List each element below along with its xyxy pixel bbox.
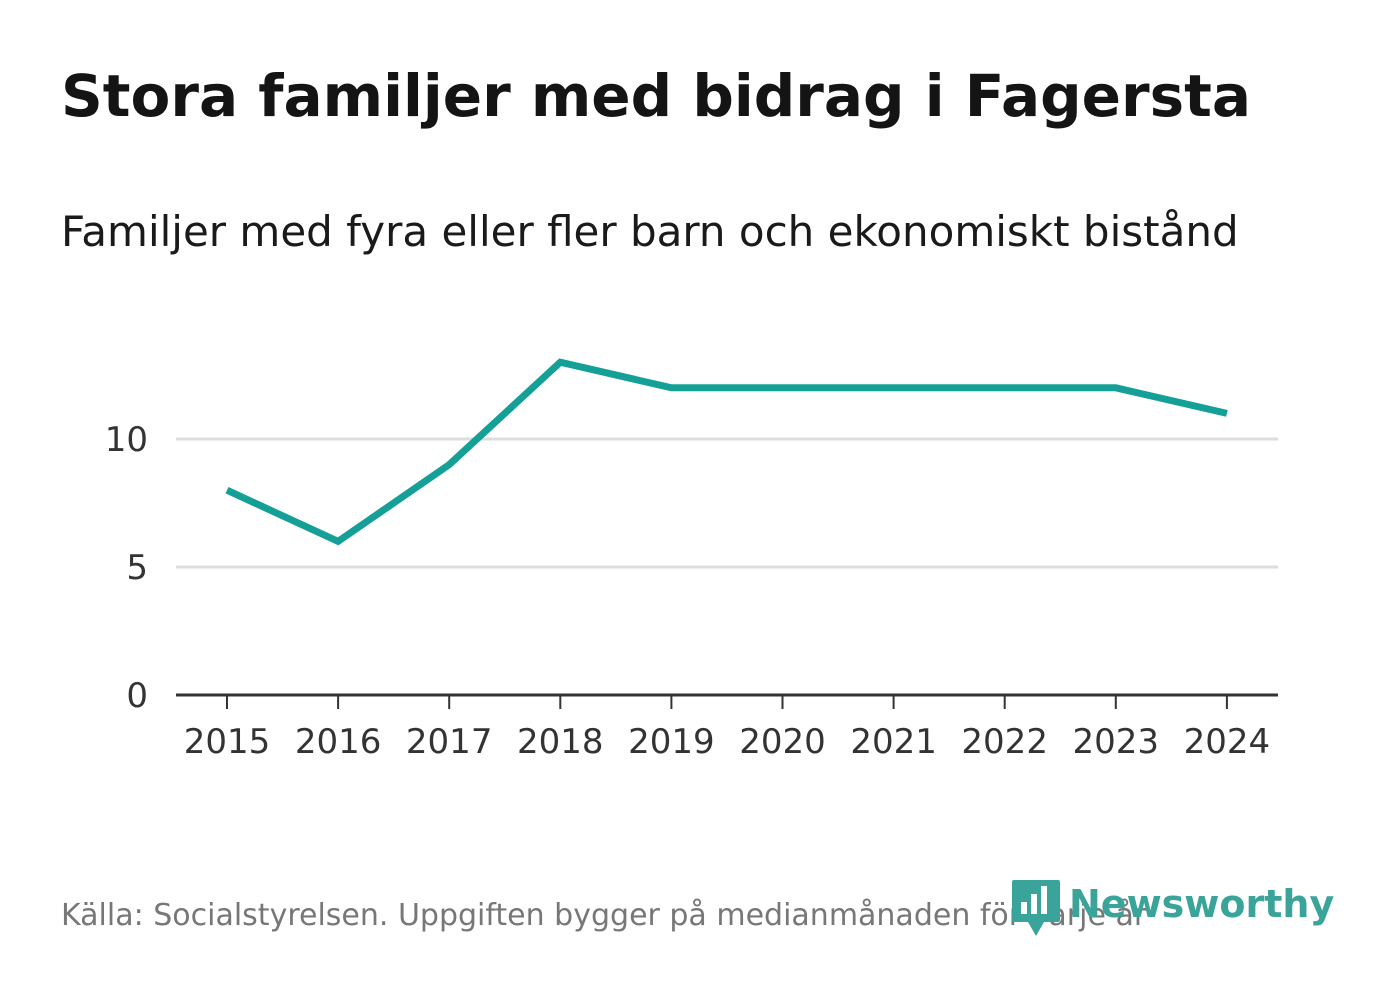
y-axis-labels: 0 5 10 bbox=[105, 420, 148, 716]
chart-title: Stora familjer med bidrag i Fagersta bbox=[61, 62, 1251, 130]
bar-chart-logo-icon bbox=[1012, 880, 1060, 936]
chart-subtitle: Familjer med fyra eller fler barn och ek… bbox=[61, 207, 1239, 256]
x-axis-labels: 2015 2016 2017 2018 2019 2020 2021 2022 2023 2024 bbox=[184, 722, 1270, 762]
x-tick-label: 2022 bbox=[961, 722, 1048, 762]
x-axis bbox=[176, 693, 1278, 709]
x-tick-label: 2021 bbox=[850, 722, 937, 762]
x-tick-label: 2018 bbox=[517, 722, 604, 762]
y-tick-label: 0 bbox=[126, 676, 148, 716]
x-tick-label: 2019 bbox=[628, 722, 715, 762]
x-tick-label: 2020 bbox=[739, 722, 826, 762]
brand-name: Newsworthy bbox=[1069, 882, 1335, 926]
source-note: Källa: Socialstyrelsen. Uppgiften bygger… bbox=[61, 898, 1147, 933]
series-line bbox=[225, 358, 1228, 546]
y-tick-label: 5 bbox=[126, 548, 148, 588]
x-tick-label: 2017 bbox=[406, 722, 493, 762]
x-tick-label: 2016 bbox=[295, 722, 382, 762]
brand-logo: Newsworthy bbox=[1011, 878, 1334, 938]
y-tick-label: 10 bbox=[105, 420, 148, 460]
x-tick-label: 2015 bbox=[184, 722, 271, 762]
series-layer bbox=[225, 358, 1228, 546]
x-tick-label: 2024 bbox=[1184, 722, 1271, 762]
x-tick-label: 2023 bbox=[1073, 722, 1160, 762]
gridlines bbox=[176, 437, 1278, 569]
